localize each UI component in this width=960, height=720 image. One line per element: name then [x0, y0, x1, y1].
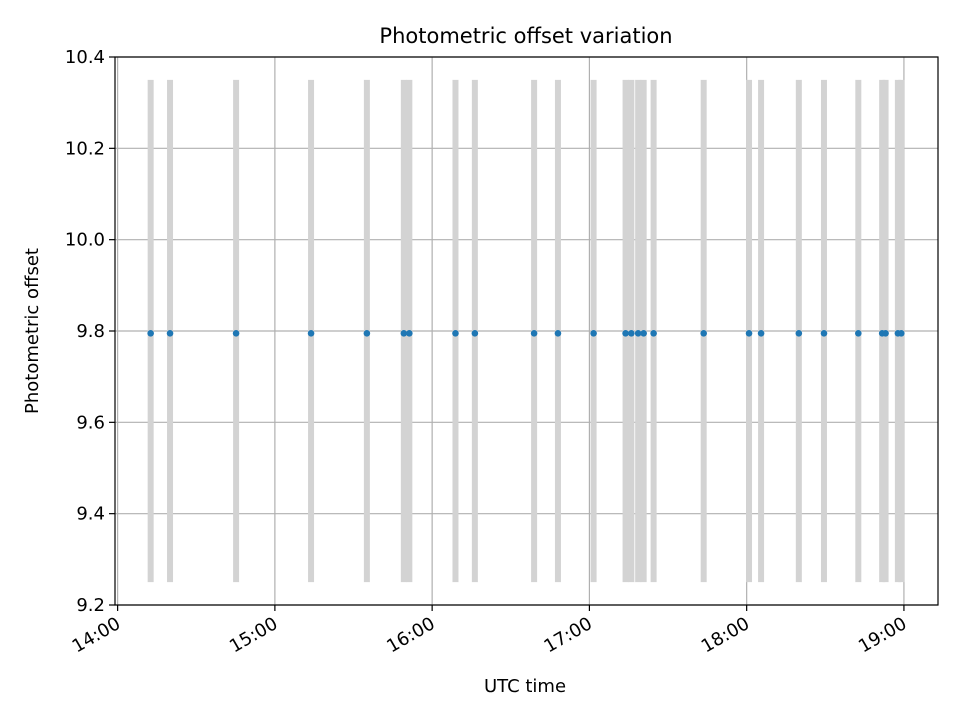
data-point [700, 329, 707, 337]
data-points [147, 329, 905, 337]
y-tick-label: 10.2 [65, 138, 105, 159]
data-point [232, 329, 240, 337]
data-point [882, 329, 889, 337]
data-point [745, 329, 753, 337]
data-point [166, 329, 174, 337]
data-point [590, 329, 597, 337]
data-point [855, 329, 862, 337]
data-point [307, 329, 315, 337]
data-point [634, 329, 642, 337]
data-point [530, 329, 538, 337]
x-axis-label: UTC time [484, 676, 566, 697]
y-axis-label: Photometric offset [22, 248, 43, 414]
data-point [452, 329, 459, 337]
data-point [898, 329, 905, 337]
data-point [795, 329, 803, 337]
data-point [400, 329, 408, 337]
data-point [147, 329, 154, 337]
data-point [820, 329, 828, 337]
y-tick-label: 9.2 [76, 595, 105, 616]
data-point [471, 329, 479, 337]
y-tick-label: 10.0 [65, 230, 105, 251]
data-point [757, 329, 765, 337]
data-point [650, 329, 657, 337]
y-tick-label: 9.8 [76, 321, 105, 342]
data-point [406, 329, 413, 337]
data-point [628, 329, 635, 337]
data-point [554, 329, 562, 337]
data-point [622, 329, 629, 337]
y-tick-label: 9.4 [76, 504, 105, 525]
chart-title: Photometric offset variation [379, 24, 672, 48]
data-point [363, 329, 371, 337]
y-tick-label: 9.6 [76, 412, 105, 433]
data-point [640, 329, 647, 337]
y-tick-label: 10.4 [65, 47, 105, 68]
